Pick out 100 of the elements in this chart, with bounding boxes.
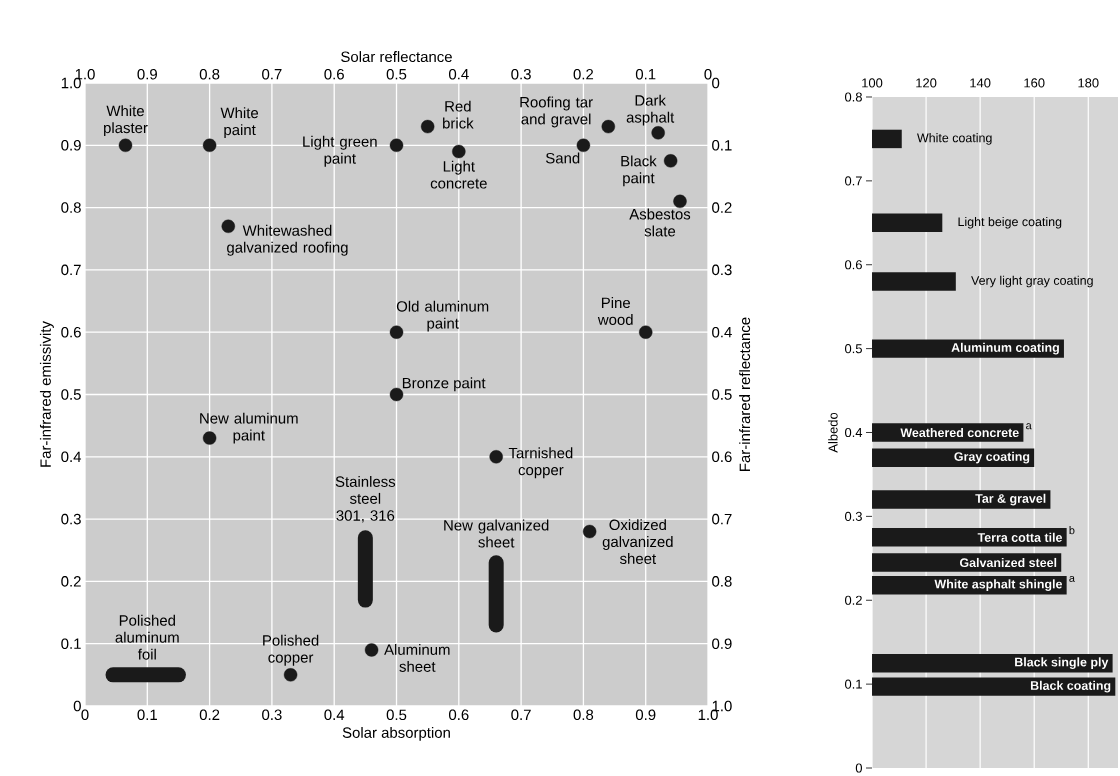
point bbox=[651, 126, 665, 140]
y2-tick-label: 0.3 bbox=[712, 264, 732, 276]
annotation: Stainless steel 301, 316 bbox=[335, 476, 396, 523]
point bbox=[601, 119, 616, 134]
x2-tick-label: 0 bbox=[704, 68, 712, 80]
x-tick-label: 0.6 bbox=[449, 709, 469, 721]
x-tick-label: 0.2 bbox=[199, 709, 220, 721]
annotation: Black paint bbox=[621, 155, 657, 187]
x-tick-label: 180 bbox=[1078, 78, 1099, 88]
point bbox=[202, 138, 217, 153]
point bbox=[489, 450, 503, 464]
x2-tick-label: 0.9 bbox=[137, 68, 157, 80]
y-tick-label: 0.6 bbox=[844, 260, 862, 270]
y-tick-label: 0.8 bbox=[61, 202, 81, 213]
point bbox=[673, 194, 687, 209]
y2-axis-title: Far-infrared reflectance bbox=[739, 317, 751, 471]
x2-tick-label: 0.3 bbox=[511, 68, 531, 80]
x2-tick-label: 0.5 bbox=[386, 68, 407, 80]
annotation: Dark asphalt bbox=[626, 94, 675, 126]
annotation: Polished aluminum foil bbox=[115, 614, 179, 660]
x2-axis-title: Solar reflectance bbox=[341, 51, 452, 63]
y-axis-title: Albedo bbox=[828, 412, 838, 453]
annotation: White paint bbox=[220, 107, 259, 139]
x2-tick-label: 0.6 bbox=[324, 68, 344, 80]
annotation: a bbox=[1069, 576, 1075, 582]
annotation: Terra cotta tile bbox=[977, 532, 1063, 542]
y-tick-label: 0 bbox=[73, 700, 81, 712]
x2-tick-label: 0.2 bbox=[573, 68, 594, 80]
annotation: Weathered concrete bbox=[900, 427, 1019, 438]
point bbox=[202, 431, 217, 445]
annotation: Aluminum sheet bbox=[384, 644, 450, 672]
point bbox=[576, 138, 591, 153]
x-tick-label: 160 bbox=[1024, 78, 1045, 88]
annotation: Tarnished copper bbox=[508, 447, 573, 479]
y-tick-label: 0.5 bbox=[61, 389, 81, 400]
x2-tick-label: 0.8 bbox=[199, 68, 220, 80]
annotation: Roofing tar and gravel bbox=[520, 96, 593, 128]
x2-tick-label: 0.7 bbox=[262, 68, 282, 80]
point bbox=[663, 154, 678, 168]
annotation: New aluminum paint bbox=[200, 412, 298, 444]
y2-tick-label: 0.1 bbox=[712, 140, 732, 151]
annotation: b bbox=[1069, 526, 1075, 535]
annotation: Polished copper bbox=[263, 634, 319, 666]
x-tick-label: 120 bbox=[916, 78, 937, 88]
x-tick-label: 140 bbox=[970, 78, 991, 88]
point bbox=[452, 144, 466, 159]
x-tick-label: 0.7 bbox=[511, 709, 531, 721]
annotation: White plaster bbox=[104, 105, 148, 137]
y-axis-title: Far-infrared emissivity bbox=[39, 321, 54, 467]
annotation: Light beige coating bbox=[958, 217, 1062, 229]
annotation: Very light gray coating bbox=[971, 275, 1093, 288]
point bbox=[364, 643, 379, 657]
annotation: Whitewashed galvanized roofing bbox=[227, 224, 348, 256]
y-tick-label: 0.6 bbox=[61, 326, 81, 338]
x-tick-label: 0.3 bbox=[262, 709, 282, 721]
y-tick-label: 0.9 bbox=[61, 140, 81, 151]
y-tick-label: 0.2 bbox=[844, 595, 862, 605]
annotation: White asphalt shingle bbox=[934, 579, 1063, 592]
point bbox=[389, 138, 404, 153]
x2-tick-label: 0.1 bbox=[635, 68, 656, 80]
y-tick-label: 0.5 bbox=[844, 344, 862, 354]
x-tick-label: 0.1 bbox=[137, 709, 157, 721]
y-tick-label: 0.7 bbox=[61, 264, 81, 276]
y2-tick-label: 0.4 bbox=[712, 326, 732, 338]
annotation: Galvanized steel bbox=[959, 557, 1057, 568]
annotation: Old aluminum paint bbox=[396, 300, 489, 332]
point bbox=[389, 325, 404, 339]
y2-tick-label: 0.5 bbox=[712, 389, 732, 400]
y-tick-label: 0.1 bbox=[61, 638, 81, 650]
annotation: Aluminum coating bbox=[951, 342, 1059, 355]
y-tick-label: 0.8 bbox=[844, 92, 862, 102]
annotation: Bronze paint bbox=[402, 377, 486, 392]
point bbox=[389, 387, 404, 402]
point bbox=[221, 219, 235, 234]
x-tick-label: 0.4 bbox=[324, 709, 345, 721]
y2-tick-label: 0.8 bbox=[712, 576, 732, 587]
y-tick-label: 0.2 bbox=[61, 576, 81, 587]
annotation: New galvanized sheet bbox=[444, 519, 549, 548]
x-tick-label: 100 bbox=[862, 78, 883, 88]
annotation: Sand bbox=[545, 152, 580, 164]
y-tick-label: 0.3 bbox=[61, 513, 81, 525]
x-axis-title: Solar absorption bbox=[342, 726, 450, 741]
annotation: Gray coating bbox=[954, 451, 1030, 464]
annotation: Light concrete bbox=[430, 160, 487, 189]
y-tick-label: 0.1 bbox=[844, 679, 862, 689]
x-tick-label: 0 bbox=[81, 709, 89, 721]
x-tick-label: 0.9 bbox=[635, 709, 656, 721]
point bbox=[283, 668, 298, 682]
annotation: Black single ply bbox=[1015, 657, 1109, 670]
annotation: Black coating bbox=[1030, 680, 1111, 693]
x2-tick-label: 0.4 bbox=[448, 68, 469, 80]
point bbox=[118, 138, 133, 153]
y-tick-label: 0.4 bbox=[61, 451, 82, 463]
y-tick-label: 0.7 bbox=[844, 176, 862, 186]
x-tick-label: 0.5 bbox=[386, 709, 407, 721]
point bbox=[420, 119, 435, 134]
y2-tick-label: 0.2 bbox=[712, 202, 732, 213]
annotation: a bbox=[1026, 423, 1032, 430]
annotation: Oxidized galvanized sheet bbox=[602, 519, 673, 565]
y2-tick-label: 0.6 bbox=[712, 451, 732, 463]
